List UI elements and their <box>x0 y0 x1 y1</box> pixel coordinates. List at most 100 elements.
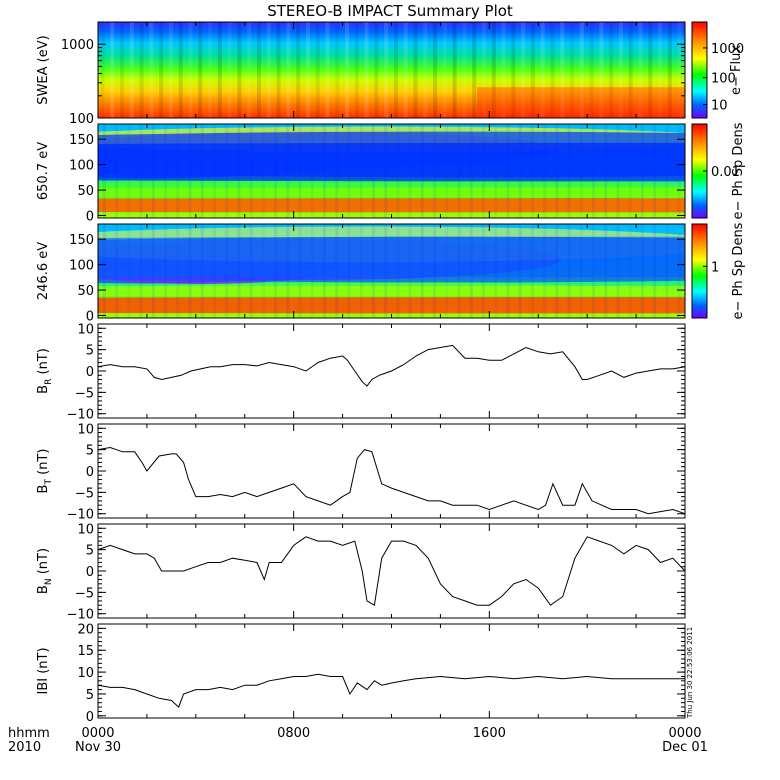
pad-246-streak <box>457 224 461 318</box>
pad-246-streak <box>543 224 547 318</box>
swea-streak <box>286 22 291 118</box>
bn-ytick-label: 10 <box>77 522 94 537</box>
pad-246-streak <box>323 224 327 318</box>
pad-650-streak <box>506 124 510 218</box>
swea-ytick-label: 100 <box>69 112 94 127</box>
pad-650-streak <box>164 124 168 218</box>
pad-650-blob <box>98 142 685 182</box>
pad-650-streak <box>481 124 485 218</box>
pad-650-streak <box>579 124 583 218</box>
swea-colorbar <box>691 21 708 119</box>
x-tick-label: 1600 <box>473 726 506 741</box>
bmag-ylabel: IBI (nT) <box>36 647 51 694</box>
pad-650-streak <box>408 124 412 218</box>
pad-650-streak <box>151 124 155 218</box>
swea-streak <box>354 22 359 118</box>
pad-246-streak <box>359 224 363 318</box>
pad-650-streak <box>323 124 327 218</box>
pad-650-ytick-label: 150 <box>69 133 94 148</box>
bn-ylabel: BN (nT) <box>36 548 54 594</box>
pad-650-streak <box>249 124 253 218</box>
swea-streak <box>638 22 643 118</box>
swea-streak <box>139 22 144 118</box>
br-ytick-label: −10 <box>67 408 94 423</box>
bt-ytick-label: 5 <box>86 444 94 459</box>
swea-streak <box>198 22 203 118</box>
pad-650-streak <box>335 124 339 218</box>
x-date-label: Nov 30 <box>75 740 121 755</box>
pad-650-streak <box>567 124 571 218</box>
pad-650-streak <box>225 124 229 218</box>
bt-series-line <box>97 446 686 515</box>
swea-streak <box>628 22 633 118</box>
pad-246-streak <box>164 224 168 318</box>
pad-246-streak <box>592 224 596 318</box>
swea-streak <box>433 22 438 118</box>
pad-246-streak <box>225 224 229 318</box>
swea-streak <box>296 22 301 118</box>
br-panel: 10 5 0 −5 −10 BR (nT) <box>36 322 686 423</box>
swea-streak <box>403 22 408 118</box>
br-ytick-label: 0 <box>86 365 94 380</box>
plot-title: STEREO-B IMPACT Summary Plot <box>267 2 513 20</box>
pad-246-streak <box>384 224 388 318</box>
pad-246-colorbar-tick-label: 1 <box>711 260 719 275</box>
pad-650-ytick-label: 0 <box>86 209 94 224</box>
pad-650-colorbar-tick-label: 0.01 <box>711 165 740 180</box>
swea-streak <box>110 22 115 118</box>
swea-streak <box>570 22 575 118</box>
swea-streak <box>579 22 584 118</box>
pad-650-ylabel: 650.7 eV <box>36 142 51 200</box>
pad-246-streak <box>200 224 204 318</box>
pad-246-streak <box>494 224 498 318</box>
pad-650-streak <box>616 124 620 218</box>
bt-ytick-label: −10 <box>67 508 94 523</box>
pad-246-colorbar <box>691 223 708 319</box>
bn-panel: 10 5 0 −5 −10 BN (nT) <box>36 522 686 623</box>
pad-246-streak <box>567 224 571 318</box>
br-ylabel-unit: (nT) <box>36 348 51 378</box>
swea-streak <box>149 22 154 118</box>
pad-650-streak <box>212 124 216 218</box>
swea-streak <box>315 22 320 118</box>
swea-streak <box>227 22 232 118</box>
br-ytick-label: 5 <box>86 344 94 359</box>
pad-246-streak <box>310 224 314 318</box>
pad-650-streak <box>420 124 424 218</box>
pad-246-streak <box>396 224 400 318</box>
pad-650-blob <box>98 187 685 198</box>
swea-streak <box>256 22 261 118</box>
pad-246-streak <box>628 224 632 318</box>
pad-246-streak <box>286 224 290 318</box>
pad-650-streak <box>102 124 106 218</box>
pad-246-streak <box>249 224 253 318</box>
swea-streak <box>599 22 604 118</box>
pad-246-streak <box>530 224 534 318</box>
pad-246-streak <box>433 224 437 318</box>
swea-image <box>98 22 685 118</box>
br-series-line <box>97 344 686 387</box>
swea-streak <box>491 22 496 118</box>
swea-streak <box>100 22 105 118</box>
br-ylabel: BR (nT) <box>36 348 54 394</box>
swea-streak <box>609 22 614 118</box>
bn-ytick-label: −10 <box>67 608 94 623</box>
pad-246-streak <box>298 224 302 318</box>
pad-650-streak <box>433 124 437 218</box>
pad-650-colorbar-label: e− Ph Sp Dens <box>731 122 746 219</box>
bt-ylabel-unit: (nT) <box>36 449 51 479</box>
bt-ylabel-main: B <box>36 485 51 494</box>
swea-streak <box>501 22 506 118</box>
swea-streak <box>589 22 594 118</box>
swea-streak <box>217 22 222 118</box>
swea-streak <box>648 22 653 118</box>
pad-650-ytick-label: 100 <box>69 159 94 174</box>
swea-streak <box>560 22 565 118</box>
bn-ylabel-unit: (nT) <box>36 548 51 578</box>
swea-streak <box>423 22 428 118</box>
bn-ytick-label: −5 <box>75 586 94 601</box>
pad-246-streak <box>469 224 473 318</box>
pad-650-streak <box>139 124 143 218</box>
pad-246-blob <box>98 236 685 278</box>
